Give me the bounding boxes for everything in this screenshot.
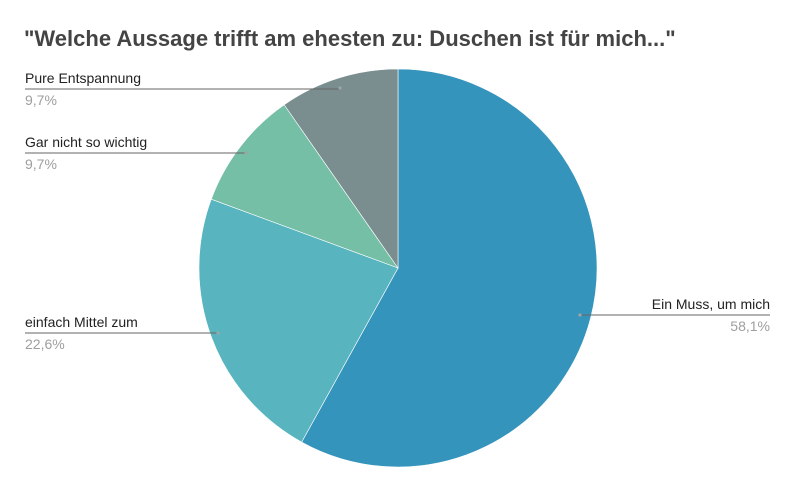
pie-slices [198,68,598,468]
slice-label-3: Gar nicht so wichtig [25,134,147,150]
leader-dot-2 [216,331,220,335]
slice-percent-4: 9,7% [25,92,57,108]
slice-percent-1: 58,1% [730,318,770,334]
leader-dot-4 [338,86,342,90]
slice-label-4: Pure Entspannung [25,70,141,86]
pie-slice-4 [283,68,399,269]
slice-percent-2: 22,6% [25,336,65,352]
leader-lines [25,86,770,335]
pie-slice-1 [301,68,598,468]
leader-dot-3 [244,151,248,155]
slice-percent-3: 9,7% [25,156,57,172]
slice-label-1: Ein Muss, um mich [652,296,770,312]
slice-labels: Ein Muss, um mich 58,1% einfach Mittel zum… [25,70,770,352]
leader-dot-1 [578,313,582,317]
pie-slice-2 [198,198,399,443]
pie-slice-3 [210,104,399,269]
slice-label-2: einfach Mittel zum [25,314,138,330]
chart-title: "Welche Aussage trifft am ehesten zu: Du… [24,26,676,51]
